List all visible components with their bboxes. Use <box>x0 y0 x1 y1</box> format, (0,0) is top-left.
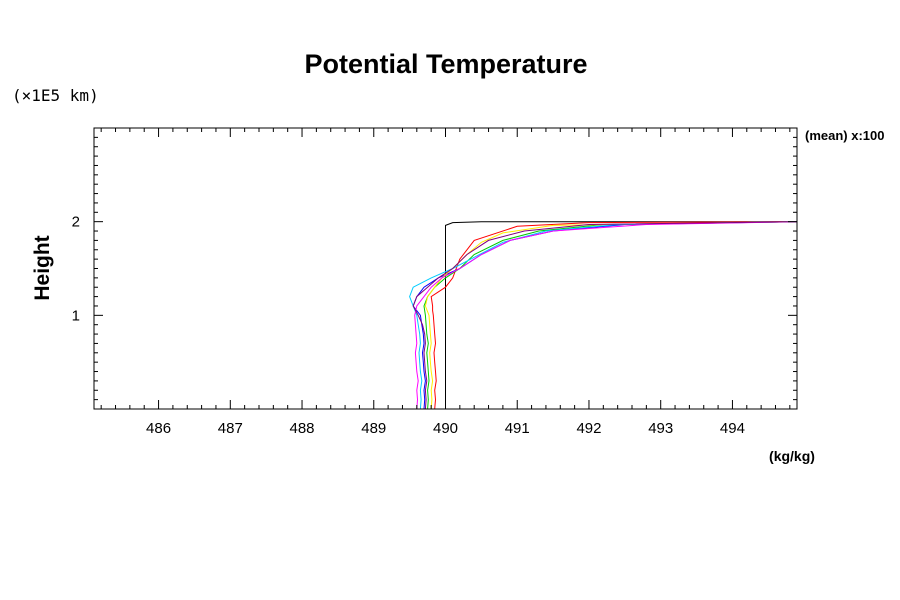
series-line-3 <box>412 221 798 410</box>
x-unit-label: (kg/kg) <box>769 448 815 464</box>
x-tick-label: 491 <box>505 420 530 437</box>
x-tick-label: 490 <box>433 420 458 437</box>
axis-ticks <box>94 128 797 409</box>
tick-labels: 486 487 488 489 490 491 492 493 494 1 2 <box>72 214 745 437</box>
x-tick-label: 486 <box>146 420 171 437</box>
series-line-2 <box>430 221 798 410</box>
series-layer <box>409 221 798 410</box>
x-tick-label: 488 <box>290 420 315 437</box>
series-line-5 <box>424 221 798 410</box>
y-tick-label: 2 <box>72 214 80 231</box>
x-tick-label: 493 <box>648 420 673 437</box>
plot-frame <box>93 127 798 410</box>
x-tick-label: 487 <box>218 420 243 437</box>
series-line-7 <box>414 221 798 410</box>
series-line-8 <box>412 221 798 410</box>
series-line-4 <box>423 221 798 410</box>
y-axis-label: Height <box>31 235 54 300</box>
x-tick-label: 494 <box>720 420 745 437</box>
series-line-1 <box>445 221 797 409</box>
mean-annotation: (mean) x:100 <box>805 128 884 143</box>
chart-title: Potential Temperature <box>304 49 587 79</box>
y-tick-label: 1 <box>72 307 80 324</box>
series-line-6 <box>409 221 798 410</box>
x-tick-label: 492 <box>576 420 601 437</box>
x-tick-label: 489 <box>361 420 386 437</box>
y-scale-note: (×1E5 km) <box>12 86 99 105</box>
